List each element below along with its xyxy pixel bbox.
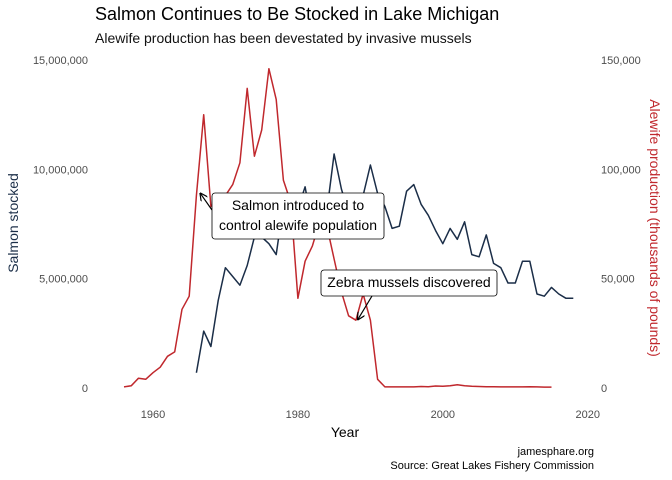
x-tick-label: 1980 bbox=[286, 409, 310, 421]
right-y-axis-title: Alewife production (thousands of pounds) bbox=[647, 99, 663, 357]
right-y-axis-ticks: 0 50,000 100,000 150,000 bbox=[601, 55, 641, 395]
left-y-axis-ticks: 0 5,000,000 10,000,000 15,000,000 bbox=[33, 55, 88, 395]
x-tick-label: 2020 bbox=[576, 409, 600, 421]
annotation-box bbox=[320, 269, 498, 297]
chart-title: Salmon Continues to Be Stocked in Lake M… bbox=[95, 4, 500, 24]
right-y-tick-label: 150,000 bbox=[601, 55, 641, 67]
x-tick-label: 2000 bbox=[431, 409, 455, 421]
annotation-label: Salmon introduced to bbox=[232, 197, 365, 213]
x-axis-title: Year bbox=[331, 424, 360, 440]
annotation-label: Zebra mussels discovered bbox=[327, 274, 490, 290]
right-y-tick-label: 100,000 bbox=[601, 164, 641, 176]
caption: jamesphare.org Source: Great Lakes Fishe… bbox=[390, 445, 594, 473]
annotation-label: control alewife population bbox=[219, 217, 377, 233]
caption-source: Source: Great Lakes Fishery Commission bbox=[390, 460, 594, 472]
left-y-tick-label: 10,000,000 bbox=[33, 164, 88, 176]
right-y-tick-label: 50,000 bbox=[601, 274, 635, 286]
right-y-tick-label: 0 bbox=[601, 383, 607, 395]
x-axis-ticks: 1960 1980 2000 2020 bbox=[141, 409, 600, 421]
annotation-arrow bbox=[358, 295, 373, 319]
left-y-tick-label: 5,000,000 bbox=[39, 274, 88, 286]
left-y-tick-label: 15,000,000 bbox=[33, 55, 88, 67]
annotation-arrow bbox=[200, 194, 213, 211]
annotation-layer: Salmon introduced to control alewife popu… bbox=[200, 192, 498, 319]
caption-site: jamesphare.org bbox=[517, 446, 594, 458]
chart-subtitle: Alewife production has been devestated b… bbox=[95, 30, 472, 46]
left-y-tick-label: 0 bbox=[82, 383, 88, 395]
annotation-box bbox=[211, 192, 385, 240]
left-y-axis-title: Salmon stocked bbox=[5, 173, 21, 273]
salmon-stocked-line bbox=[195, 153, 574, 373]
x-tick-label: 1960 bbox=[141, 409, 165, 421]
